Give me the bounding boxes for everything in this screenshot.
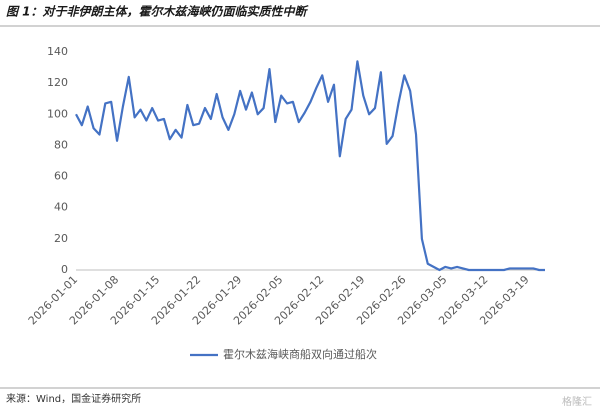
source: 来源：Wind，国金证券研究所: [6, 392, 141, 405]
y-tick-label: 80: [54, 138, 68, 151]
legend-label: 霍尔木兹海峡商船双向通过船次: [223, 347, 377, 361]
y-tick-label: 140: [47, 45, 68, 58]
watermark: 格隆汇: [562, 395, 592, 408]
chart-title: 图 1：对于非伊朗主体，霍尔木兹海峡仍面临实质性中断: [6, 5, 310, 19]
y-tick-label: 40: [54, 201, 68, 214]
y-tick-label: 0: [61, 263, 68, 276]
y-tick-label: 60: [54, 170, 68, 183]
y-tick-label: 20: [54, 232, 68, 245]
series-line: [75, 60, 545, 272]
y-tick-label: 100: [47, 107, 68, 120]
y-tick-label: 120: [47, 76, 68, 89]
